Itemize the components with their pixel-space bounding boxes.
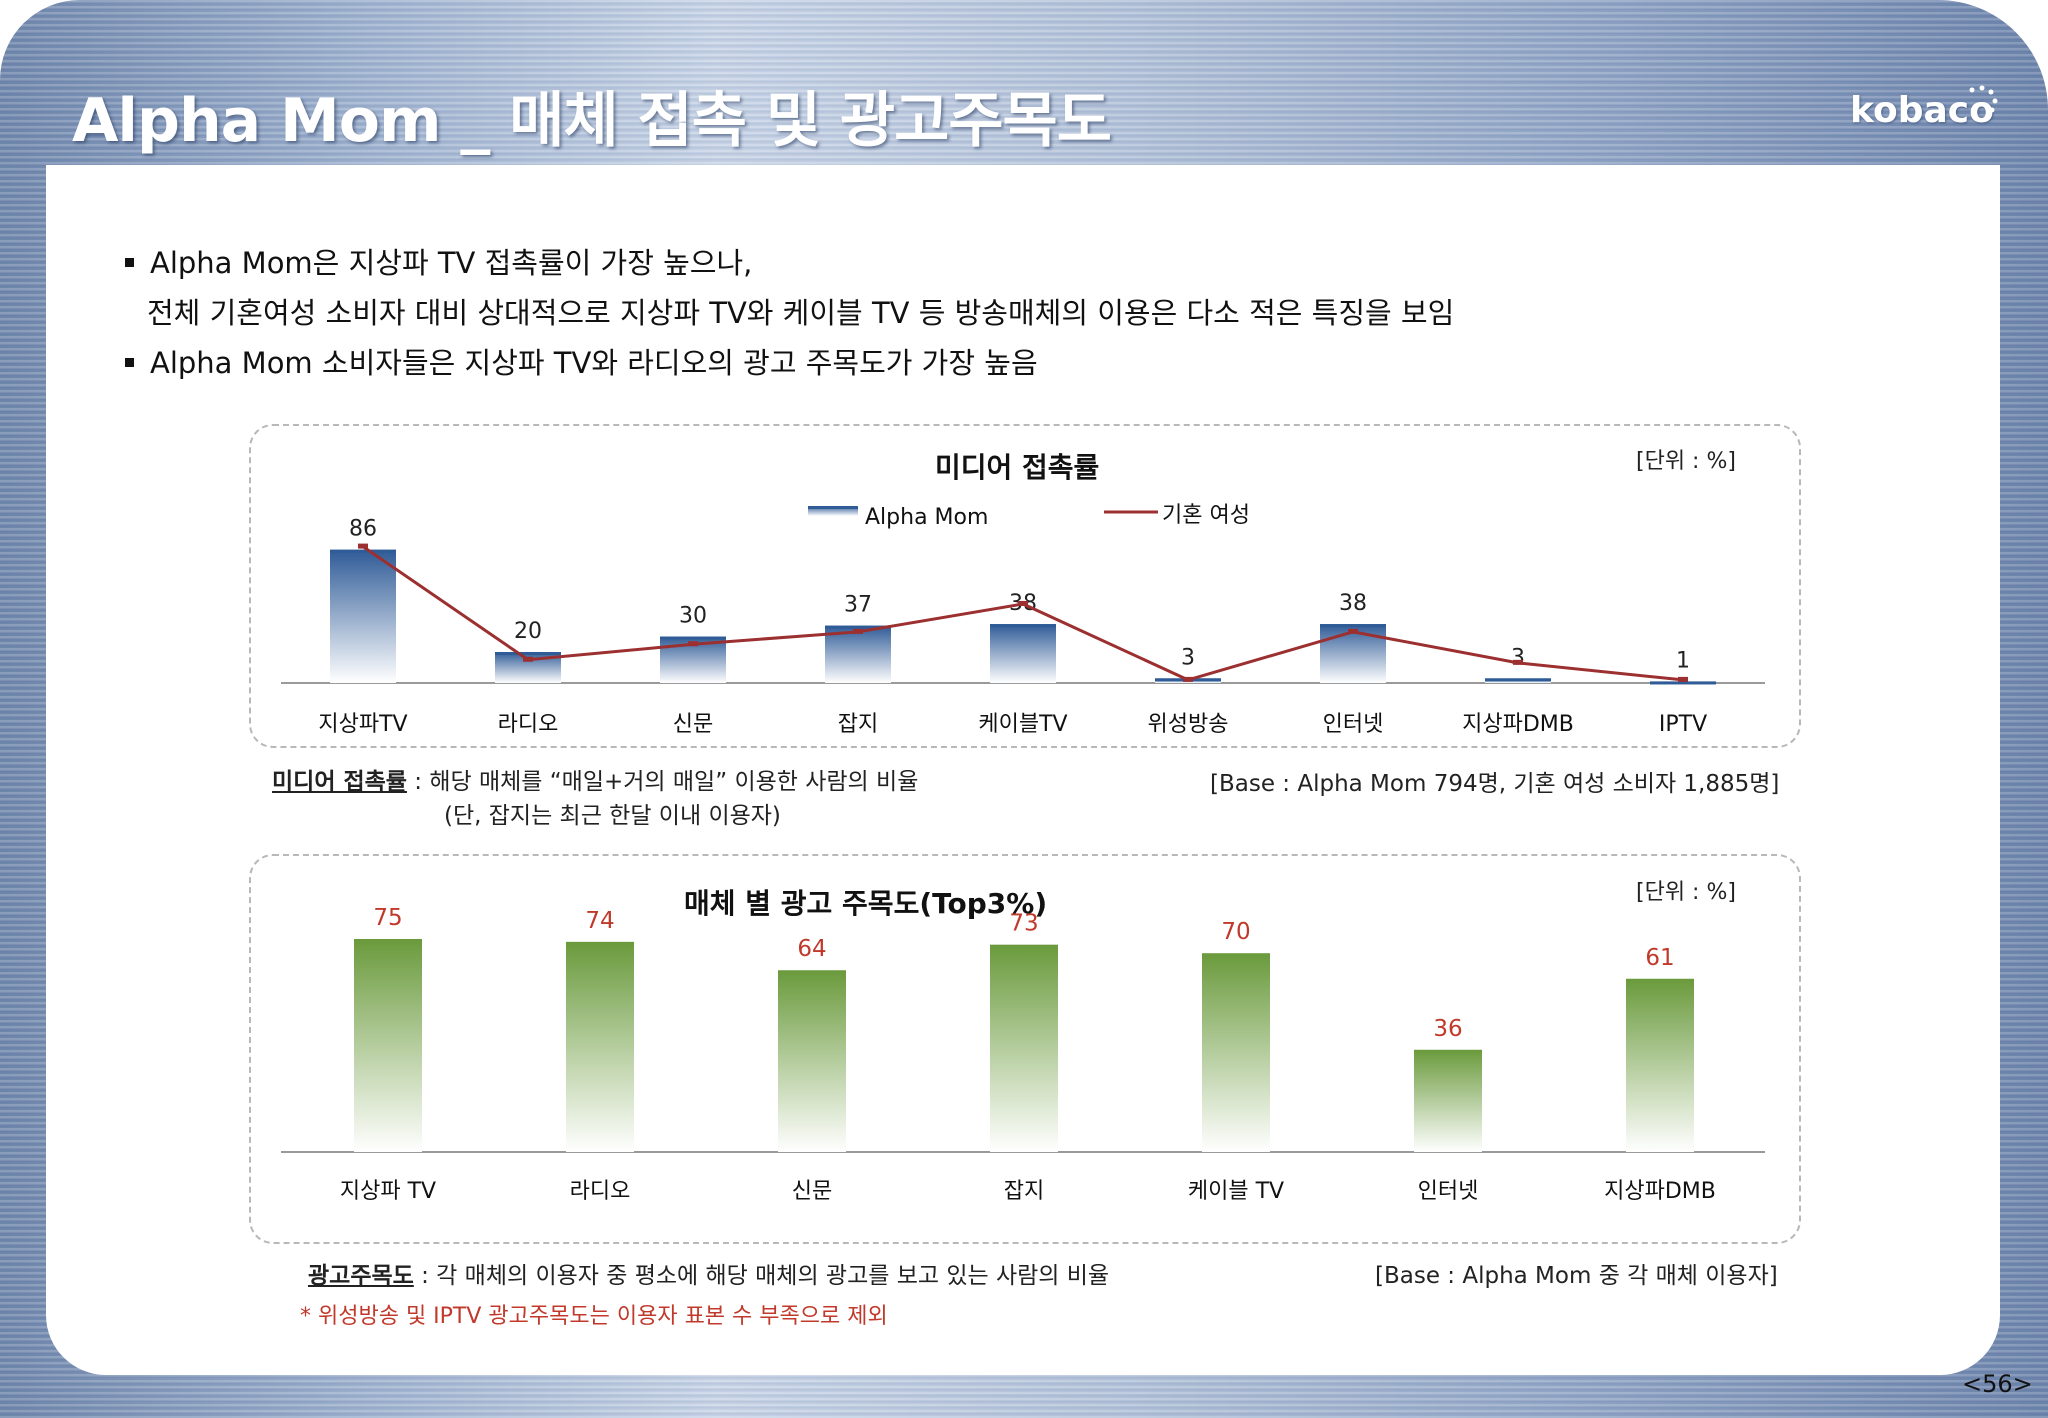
data-label: 74: [585, 908, 614, 934]
kobaco-logo: kobaco: [1850, 90, 1994, 131]
bar-alpha-mom: [1320, 624, 1386, 683]
media-reach-note-label: 미디어 접촉률: [272, 769, 407, 795]
x-tick-label: 인터넷: [1323, 712, 1384, 737]
data-label: 30: [679, 604, 707, 629]
x-tick-label: IPTV: [1659, 712, 1707, 737]
x-tick-label: 지상파DMB: [1604, 1179, 1716, 1204]
bullet-1-continued: 전체 기혼여성 소비자 대비 상대적으로 지상파 TV와 케이블 TV 등 방송…: [147, 296, 1455, 330]
bar-top-edge: [330, 549, 396, 553]
bar-alpha-mom: [330, 549, 396, 683]
x-tick-label: 위성방송: [1148, 712, 1229, 737]
bar-top-edge: [1650, 681, 1716, 685]
x-tick-label: 지상파TV: [318, 712, 407, 737]
bullet-2: Alpha Mom 소비자들은 지상파 TV와 라디오의 광고 주목도가 가장 …: [125, 340, 1038, 382]
data-label: 3: [1181, 645, 1195, 670]
bar-ad-attention: [990, 944, 1058, 1152]
media-reach-note-text: : 해당 매체를 “매일+거의 매일” 이용한 사람의 비율: [406, 769, 919, 795]
x-tick-label: 지상파DMB: [1462, 712, 1574, 737]
data-label: 86: [349, 517, 377, 542]
ad-attention-base: [Base : Alpha Mom 중 각 매체 이용자]: [1375, 1263, 1778, 1289]
bar-alpha-mom: [825, 625, 891, 683]
bar-top-edge: [990, 624, 1056, 628]
bar-ad-attention: [354, 939, 422, 1152]
media-reach-note: 미디어 접촉률 : 해당 매체를 “매일+거의 매일” 이용한 사람의 비율: [272, 762, 918, 796]
bullet-1-text: Alpha Mom은 지상파 TV 접촉률이 가장 높으나,: [150, 246, 753, 280]
bar-top-edge: [495, 652, 561, 655]
data-label: 70: [1221, 919, 1250, 945]
line-point: [358, 543, 368, 549]
bullet-2-text: Alpha Mom 소비자들은 지상파 TV와 라디오의 광고 주목도가 가장 …: [150, 346, 1038, 380]
data-label: 73: [1009, 911, 1038, 937]
ad-attention-unit: [단위 : %]: [1636, 880, 1736, 905]
logo-dots-icon: [1969, 85, 1998, 113]
ad-attention-note-label: 광고주목도: [308, 1263, 414, 1289]
data-label: 1: [1676, 648, 1690, 673]
x-tick-label: 잡지: [1004, 1179, 1044, 1204]
legend-label-alpha-mom: Alpha Mom: [865, 505, 988, 530]
data-label: 38: [1339, 591, 1367, 616]
bullet-1: Alpha Mom은 지상파 TV 접촉률이 가장 높으나,: [125, 240, 752, 282]
x-tick-label: 라디오: [570, 1179, 631, 1204]
media-reach-title: 미디어 접촉률: [935, 451, 1100, 484]
data-label: 20: [514, 619, 542, 644]
line-point: [853, 628, 863, 634]
bar-top-edge: [825, 625, 891, 629]
data-label: 64: [797, 936, 826, 962]
x-tick-label: 케이블TV: [978, 712, 1067, 737]
x-tick-label: 케이블 TV: [1188, 1179, 1284, 1204]
bullet-icon: [125, 357, 134, 367]
line-point: [1513, 659, 1523, 665]
bar-top-edge: [660, 636, 726, 640]
bullet-icon: [125, 257, 134, 267]
bar-alpha-mom: [990, 624, 1056, 683]
line-point: [523, 656, 533, 662]
page-number: <56>: [1962, 1370, 2033, 1398]
media-reach-note-sub: (단, 잡지는 최근 한달 이내 이용자): [444, 803, 781, 829]
x-tick-label: 지상파 TV: [340, 1179, 436, 1204]
x-tick-label: 라디오: [498, 712, 559, 737]
line-point: [1183, 676, 1193, 682]
data-label: 75: [373, 905, 402, 931]
data-label: 61: [1645, 945, 1674, 971]
bar-ad-attention: [778, 970, 846, 1152]
bar-ad-attention: [566, 941, 634, 1152]
x-tick-label: 신문: [673, 712, 713, 737]
ad-attention-note-text: : 각 매체의 이용자 중 평소에 해당 매체의 광고를 보고 있는 사람의 비…: [413, 1263, 1110, 1289]
bar-top-edge: [1485, 678, 1551, 682]
media-reach-panel: [249, 424, 1801, 748]
ad-attention-note: 광고주목도 : 각 매체의 이용자 중 평소에 해당 매체의 광고를 보고 있는…: [308, 1256, 1109, 1290]
bar-ad-attention: [1414, 1049, 1482, 1152]
legend-swatch-alpha-mom: [808, 506, 858, 516]
bar-top-edge: [1320, 624, 1386, 628]
ad-attention-title: 매체 별 광고 주목도(Top3%): [684, 887, 1048, 920]
x-tick-label: 신문: [792, 1179, 832, 1204]
legend-swatch-edge: [808, 506, 858, 509]
x-tick-label: 잡지: [838, 712, 878, 737]
legend-label-married-women: 기혼 여성: [1162, 503, 1250, 528]
x-tick-label: 인터넷: [1418, 1179, 1479, 1204]
bar-ad-attention: [1202, 953, 1270, 1152]
page-title: Alpha Mom _ 매체 접촉 및 광고주목도: [72, 86, 1112, 156]
data-label: 36: [1433, 1016, 1462, 1042]
data-label: 37: [844, 593, 872, 618]
line-point: [1678, 676, 1688, 682]
ad-attention-exclusion-note: * 위성방송 및 IPTV 광고주목도는 이용자 표본 수 부족으로 제외: [300, 1304, 888, 1329]
media-reach-base: [Base : Alpha Mom 794명, 기혼 여성 소비자 1,885명…: [1210, 771, 1780, 797]
line-point: [1348, 628, 1358, 634]
bar-ad-attention: [1626, 978, 1694, 1152]
line-point: [1018, 600, 1028, 606]
line-point: [688, 641, 698, 647]
media-reach-unit: [단위 : %]: [1636, 449, 1736, 474]
